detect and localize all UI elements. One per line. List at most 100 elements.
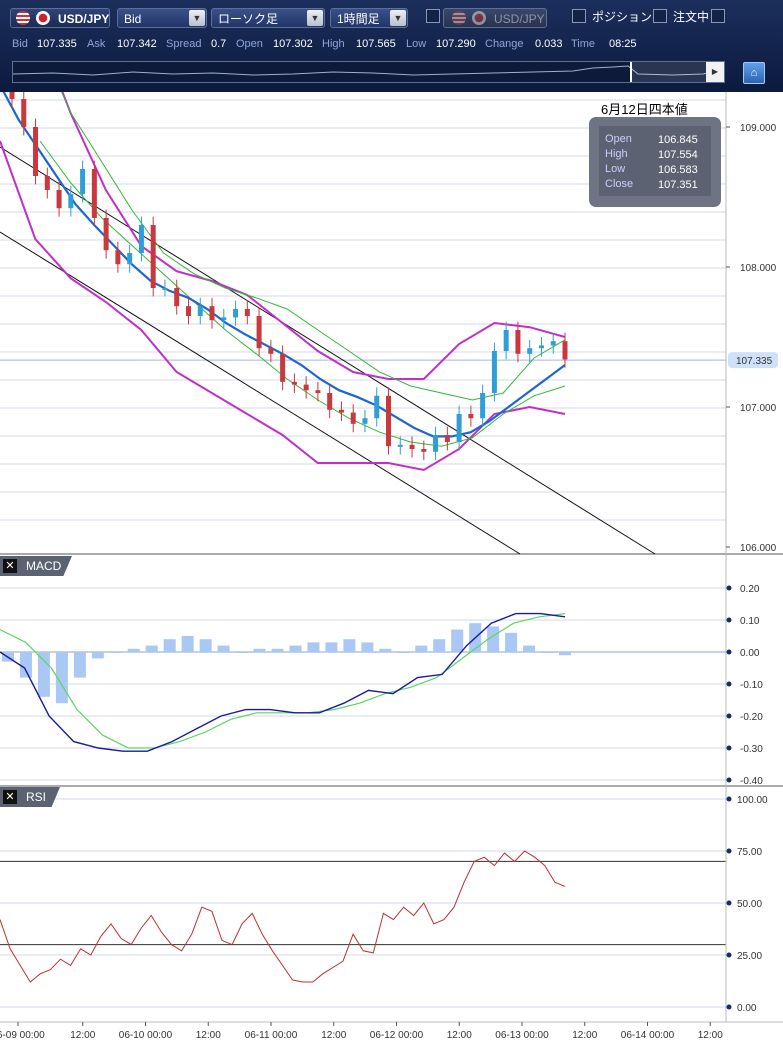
symbol-selector[interactable]: USD/JPY [10, 8, 110, 28]
y-tick-dot [726, 952, 732, 958]
us-flag-icon [452, 11, 466, 25]
candle-body [491, 351, 497, 393]
macd-histogram-bar [487, 626, 500, 652]
macd-histogram-bar [415, 645, 428, 652]
price-tick-label: 109.000 [740, 123, 777, 134]
rsi-pane-label: RSI [26, 790, 47, 804]
low-value: 107.290 [436, 38, 476, 50]
macd-tick-label: -0.10 [740, 680, 763, 691]
candle-body [444, 435, 450, 442]
candle-body [280, 353, 286, 382]
time-tick-label: 12:00 [447, 1030, 472, 1041]
ohlc-low-value: 106.583 [658, 164, 698, 176]
macd-pane-tag: ✕ MACD [0, 556, 72, 576]
candle-body [174, 288, 180, 307]
macd-histogram-bar [253, 648, 266, 652]
time-tick-label: 06-13 00:00 [495, 1030, 549, 1041]
close-icon[interactable]: ✕ [3, 790, 17, 804]
time-tick-label: 12:00 [572, 1030, 597, 1041]
time-tick-label: 12:00 [321, 1030, 346, 1041]
time-label: Time [571, 38, 596, 50]
rsi-grid [0, 798, 726, 1008]
candle-body [56, 190, 62, 209]
macd-histogram-bar [271, 648, 284, 652]
candle-body [303, 384, 309, 391]
candle-body [315, 390, 321, 393]
ohlc-box-title: 6月12日四本値 [601, 102, 688, 117]
candle-body [138, 225, 144, 253]
candle-body [327, 393, 333, 410]
candle-body [9, 92, 15, 99]
navigator-right-arrow[interactable]: ▶ [706, 62, 724, 82]
low-label: Low [406, 38, 427, 50]
candle-body [562, 341, 568, 360]
navigator-scrollbar[interactable]: ▶ [12, 61, 725, 83]
macd-histogram-bar [127, 648, 140, 652]
time-tick-label: 06-12 00:00 [370, 1030, 424, 1041]
y-tick-dot [726, 796, 732, 802]
chevron-down-icon: ▼ [307, 10, 323, 26]
candle-body [150, 225, 156, 288]
close-icon[interactable]: ✕ [3, 559, 17, 573]
macd-histogram-bar [505, 632, 518, 652]
price-type-label: Bid [124, 12, 142, 26]
chart-type-select[interactable]: ローソク足 ▼ [211, 8, 325, 28]
macd-histogram-bar [235, 652, 248, 653]
rsi-pane-tag: ✕ RSI [0, 787, 60, 807]
y-tick-dot [726, 681, 732, 687]
candle-body [338, 409, 344, 413]
y-tick-dot [726, 777, 732, 783]
timeframe-select[interactable]: 1時間足 ▼ [330, 8, 408, 28]
time-tick-label: 06-14 00:00 [621, 1030, 675, 1041]
compare-symbol-button[interactable]: USD/JPY [443, 8, 547, 28]
candle-body [515, 330, 521, 354]
extra-checkbox[interactable] [711, 9, 725, 23]
time-tick-label: 06-09 00:00 [0, 1030, 45, 1041]
spread-label: Spread [166, 38, 202, 50]
candle-body [80, 169, 86, 195]
candle-body [68, 194, 74, 209]
candle-body [468, 414, 474, 419]
candle-body [256, 316, 262, 349]
home-icon[interactable]: ⌂ [743, 62, 765, 84]
macd-histogram-bar [109, 652, 122, 653]
macd-histogram-bar [325, 642, 338, 652]
change-value: 0.033 [535, 38, 563, 50]
candle-body [244, 309, 250, 316]
order-label: 注文中 [673, 10, 710, 24]
compare-checkbox[interactable] [426, 9, 440, 23]
ohlc-close-label: Close [605, 178, 634, 190]
y-tick-dot [726, 1004, 732, 1010]
macd-series [0, 612, 571, 752]
position-checkbox[interactable] [572, 9, 586, 23]
bollinger-outer-lower [0, 140, 566, 472]
price-type-select[interactable]: Bid ▼ [117, 8, 207, 28]
macd-line [0, 612, 566, 752]
jp-flag-icon [36, 11, 50, 25]
macd-histogram-bar [361, 642, 374, 652]
candle-body [397, 444, 403, 447]
candle-body [21, 99, 27, 127]
ask-label: Ask [87, 38, 106, 50]
candle-body [350, 412, 356, 424]
candle-body [433, 435, 439, 452]
ohlc-low-label: Low [605, 163, 626, 175]
y-tick-dot [726, 713, 732, 719]
macd-tick-label: -0.20 [740, 712, 763, 723]
candle-body [44, 176, 50, 190]
chart-area[interactable]: 106.000 107.000 108.000 109.000 107.335 0.20 0… [0, 92, 783, 1048]
ohlc-high-value: 107.554 [658, 149, 698, 161]
open-label: Open [236, 38, 263, 50]
navigator-window[interactable] [630, 62, 708, 82]
rsi-tick-label: 100.00 [737, 795, 768, 806]
order-checkbox[interactable] [653, 9, 667, 23]
ohlc-open-label: Open [605, 133, 632, 145]
macd-tick-label: 0.00 [740, 648, 760, 659]
rsi-tick-label: 75.00 [737, 847, 762, 858]
top-toolbar: USD/JPY Bid ▼ ローソク足 ▼ 1時間足 ▼ USD/JPY ポジシ… [0, 0, 783, 92]
bollinger-inner-lower [39, 140, 566, 447]
candle-body [233, 309, 239, 318]
candle-body [503, 330, 509, 351]
axis-labels: 106.000 107.000 108.000 109.000 107.335 0.20 0… [0, 123, 783, 1041]
trendline-lower [0, 231, 521, 555]
